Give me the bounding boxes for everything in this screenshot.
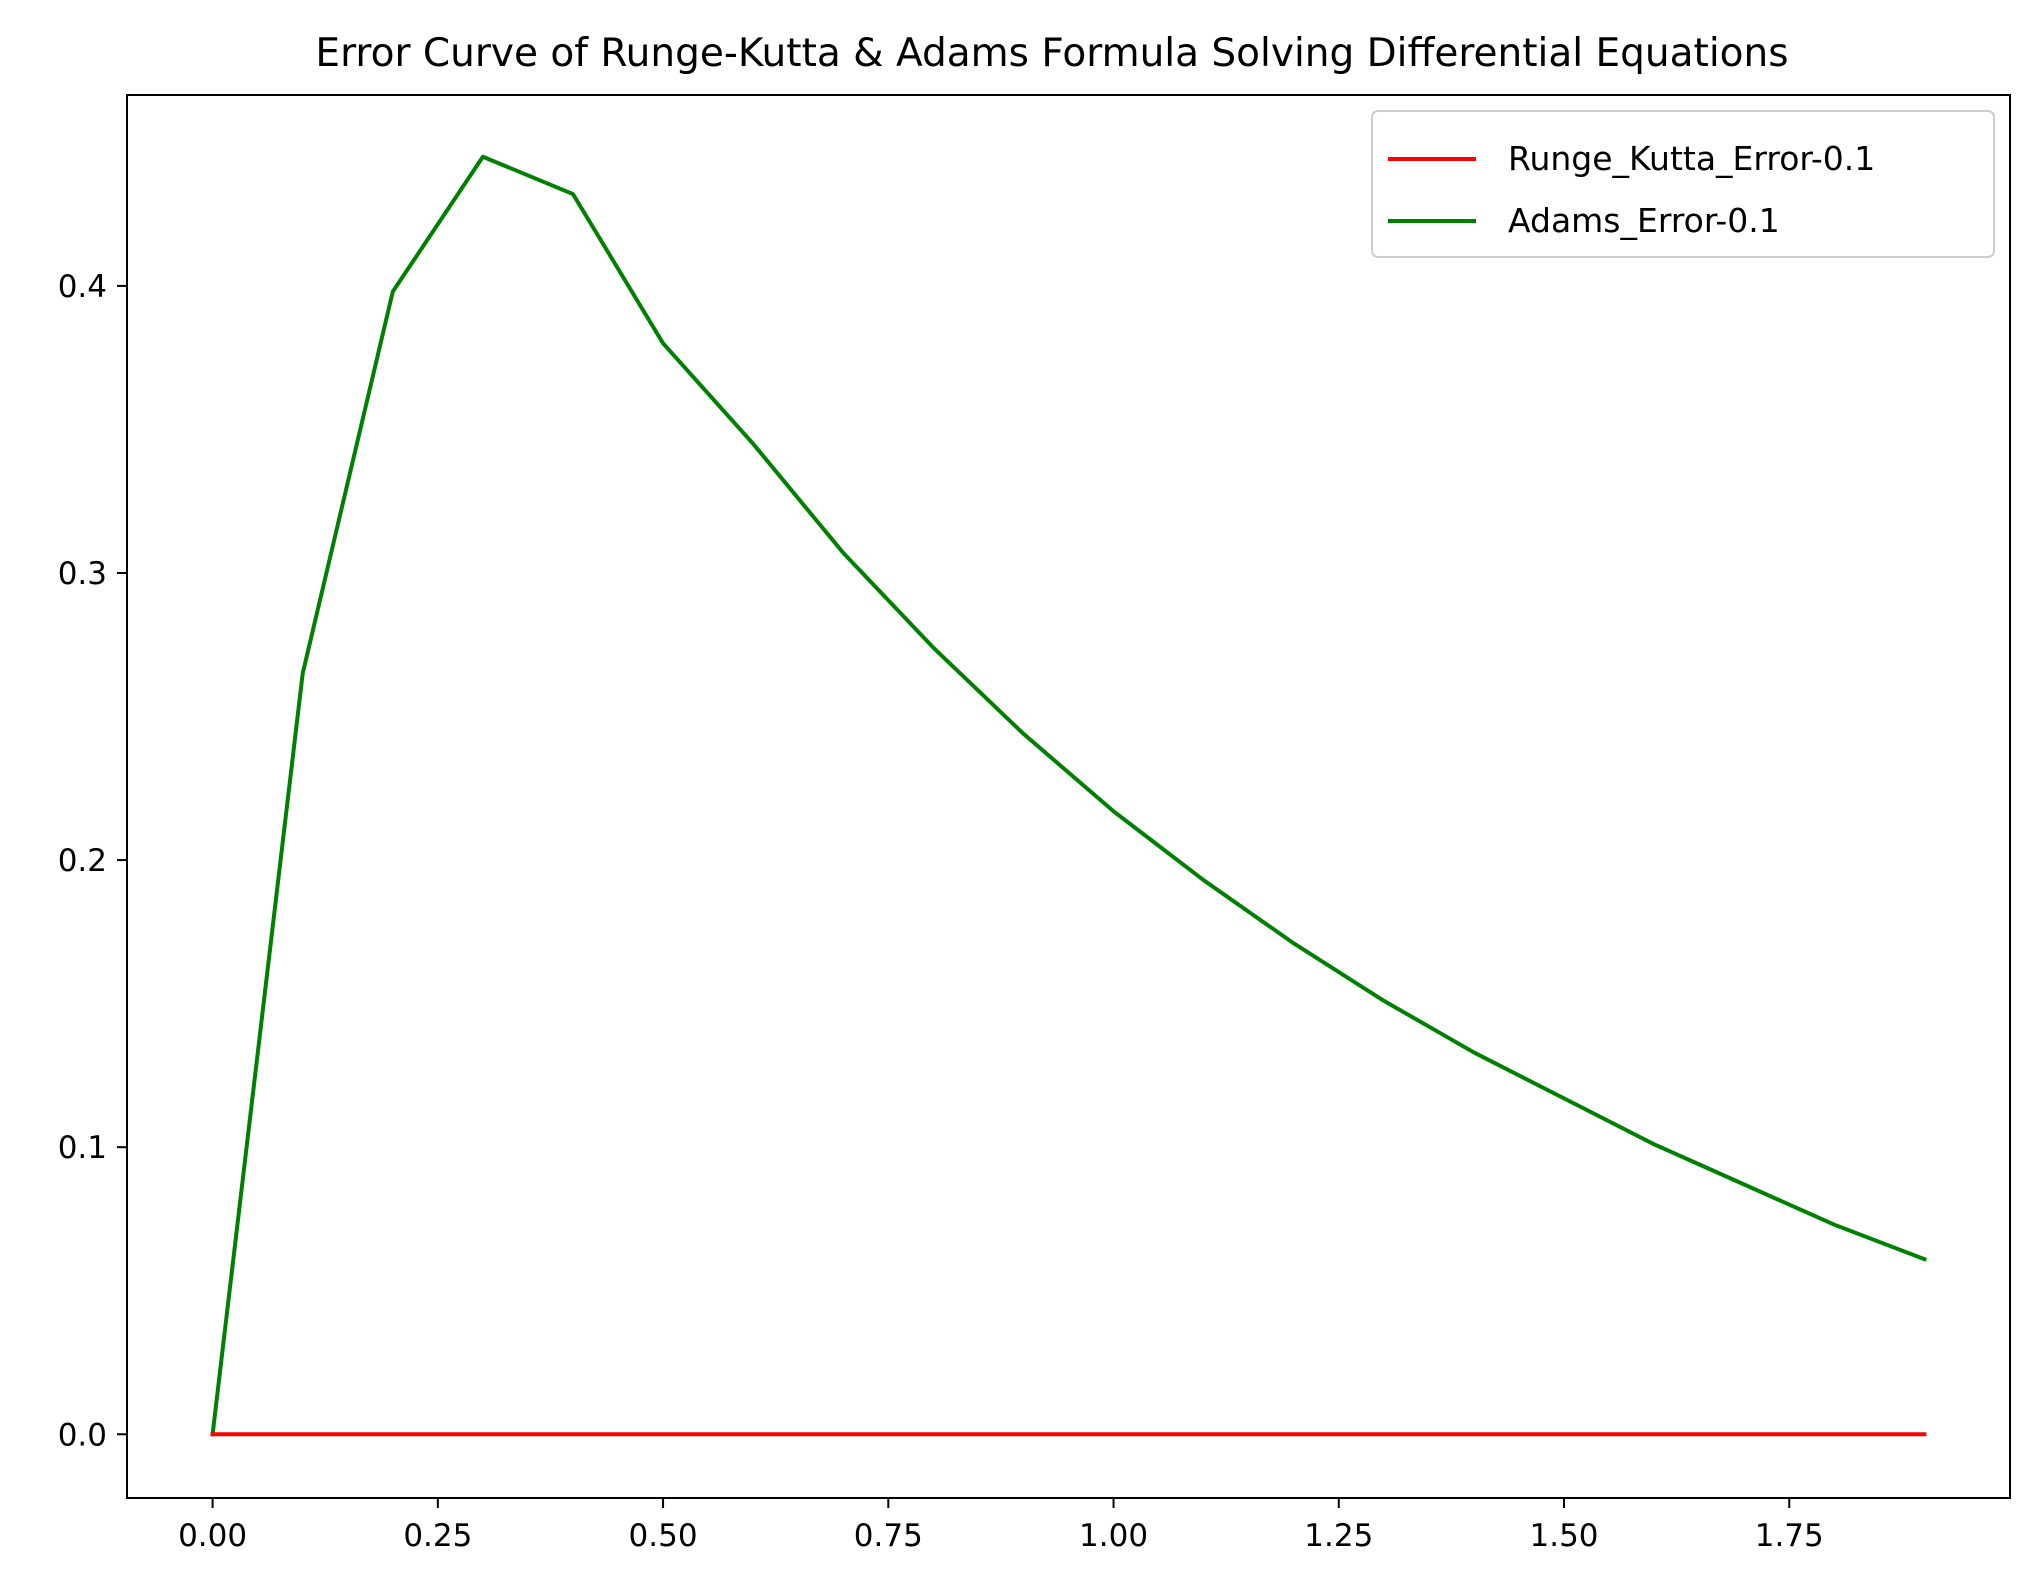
series-line-adams-error-0-1: [210, 154, 1927, 1437]
plot-layer: [210, 154, 1927, 1437]
x-axis: 0.00 0.25 0.50 0.75 1.00 1.25 1.50 1.75: [178, 1498, 1824, 1554]
legend-label: Runge_Kutta_Error-0.1: [1508, 139, 1875, 178]
y-tick-label: 0.1: [58, 1130, 107, 1166]
x-tick-label: 1.00: [1079, 1518, 1148, 1554]
plot-frame: [126, 94, 2011, 1499]
y-axis: 0.0 0.1 0.2 0.3 0.4: [58, 269, 127, 1453]
x-tick-label: 1.50: [1530, 1518, 1599, 1554]
x-tick-label: 1.75: [1755, 1518, 1824, 1554]
y-tick-label: 0.2: [58, 843, 107, 879]
chart-title: Error Curve of Runge-Kutta & Adams Formu…: [315, 31, 1788, 76]
y-tick-label: 0.0: [58, 1417, 107, 1453]
x-tick-label: 0.25: [403, 1518, 472, 1554]
x-tick-label: 0.50: [629, 1518, 698, 1554]
legend: Runge_Kutta_Error-0.1 Adams_Error-0.1: [1371, 110, 1995, 258]
x-tick-label: 1.25: [1304, 1518, 1373, 1554]
legend-box: [1371, 110, 1995, 258]
y-tick-label: 0.4: [58, 269, 107, 305]
legend-label: Adams_Error-0.1: [1508, 201, 1780, 240]
y-tick-label: 0.3: [58, 556, 107, 592]
x-tick-label: 0.75: [854, 1518, 923, 1554]
x-tick-label: 0.00: [178, 1518, 247, 1554]
